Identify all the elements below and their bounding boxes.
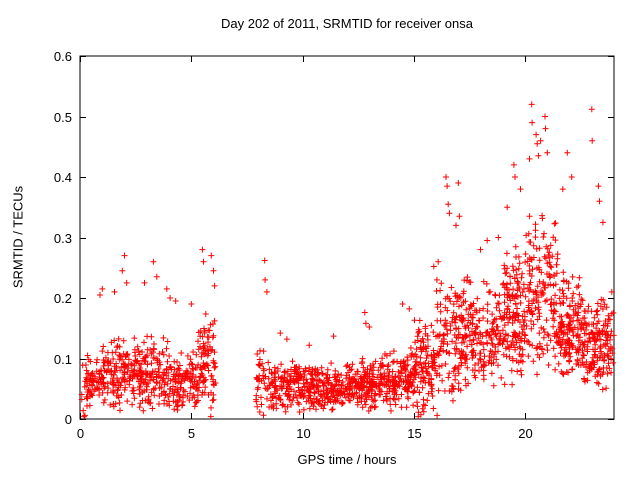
x-axis-label: GPS time / hours — [297, 452, 397, 467]
svg-text:0.2: 0.2 — [54, 291, 72, 306]
svg-text:0: 0 — [65, 412, 72, 427]
svg-text:0.4: 0.4 — [54, 170, 72, 185]
svg-text:0.3: 0.3 — [54, 231, 72, 246]
svg-text:0.1: 0.1 — [54, 352, 72, 367]
svg-text:5: 5 — [188, 426, 195, 441]
chart-title: Day 202 of 2011, SRMTID for receiver ons… — [221, 16, 473, 31]
svg-text:15: 15 — [407, 426, 421, 441]
svg-text:20: 20 — [518, 426, 532, 441]
svg-text:10: 10 — [296, 426, 310, 441]
svg-text:0: 0 — [77, 426, 84, 441]
svg-text:0.5: 0.5 — [54, 110, 72, 125]
svg-text:0.6: 0.6 — [54, 49, 72, 64]
